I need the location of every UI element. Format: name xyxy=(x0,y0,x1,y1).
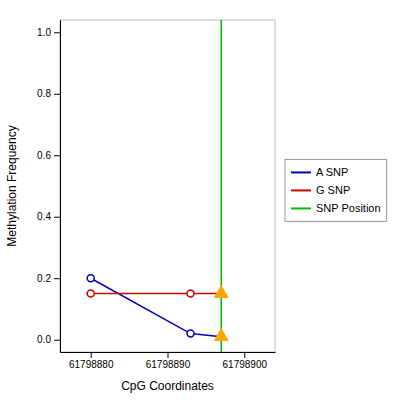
y-tick: 0.0 xyxy=(37,334,60,345)
point-marker xyxy=(187,330,194,337)
x-tick: 61798890 xyxy=(146,352,191,370)
y-tick-label: 0.6 xyxy=(37,150,51,161)
x-tick-mark xyxy=(168,352,169,358)
chart: 61798880 61798890 61798900 0.0 0.2 0.4 0.6 0.8 1… xyxy=(0,0,400,400)
x-tick-mark xyxy=(91,352,92,358)
y-tick-mark xyxy=(54,155,60,156)
series-line xyxy=(91,293,222,295)
legend-swatch xyxy=(291,207,311,209)
plot-frame xyxy=(60,20,275,352)
x-axis: 61798880 61798890 61798900 xyxy=(61,352,276,370)
y-tick-label: 1.0 xyxy=(37,27,51,38)
y-axis: 0.0 0.2 0.4 0.6 0.8 1.0 xyxy=(37,21,60,353)
y-tick: 0.8 xyxy=(37,88,60,99)
x-axis-title: CpG Coordinates xyxy=(121,379,214,393)
y-tick-mark xyxy=(54,32,60,33)
x-tick-label: 61798880 xyxy=(69,359,114,370)
y-tick: 1.0 xyxy=(37,27,60,38)
y-tick: 0.6 xyxy=(37,150,60,161)
x-tick: 61798880 xyxy=(69,352,114,370)
legend-frame xyxy=(285,159,387,221)
legend-label: G SNP xyxy=(316,184,350,196)
triangle-marker xyxy=(214,286,228,298)
legend-swatch xyxy=(291,171,311,173)
y-tick-label: 0.2 xyxy=(37,273,51,284)
x-tick-label: 61798900 xyxy=(223,359,268,370)
plot-area xyxy=(87,20,228,352)
y-tick: 0.4 xyxy=(37,211,60,222)
y-tick-mark xyxy=(54,278,60,279)
y-axis-line xyxy=(60,21,61,353)
y-tick-mark xyxy=(54,217,60,218)
triangle-marker xyxy=(214,329,228,341)
legend-label: A SNP xyxy=(316,166,348,178)
y-tick-mark xyxy=(54,94,60,95)
legend-swatch xyxy=(291,189,311,191)
series-line xyxy=(91,278,222,336)
y-tick-label: 0.8 xyxy=(37,88,51,99)
x-tick-mark xyxy=(244,352,245,358)
x-tick: 61798900 xyxy=(223,352,268,370)
point-marker xyxy=(87,275,94,282)
y-tick-label: 0.0 xyxy=(37,334,51,345)
x-tick-label: 61798890 xyxy=(146,359,191,370)
legend-label: SNP Position xyxy=(316,202,381,214)
y-axis-title: Methylation Frequency xyxy=(5,125,19,246)
legend: A SNP G SNP SNP Position xyxy=(285,159,387,221)
y-tick-label: 0.4 xyxy=(37,211,51,222)
y-tick-mark xyxy=(54,340,60,341)
point-marker xyxy=(87,290,94,297)
point-marker xyxy=(187,290,194,297)
y-tick: 0.2 xyxy=(37,273,60,284)
snp-line xyxy=(221,20,223,352)
